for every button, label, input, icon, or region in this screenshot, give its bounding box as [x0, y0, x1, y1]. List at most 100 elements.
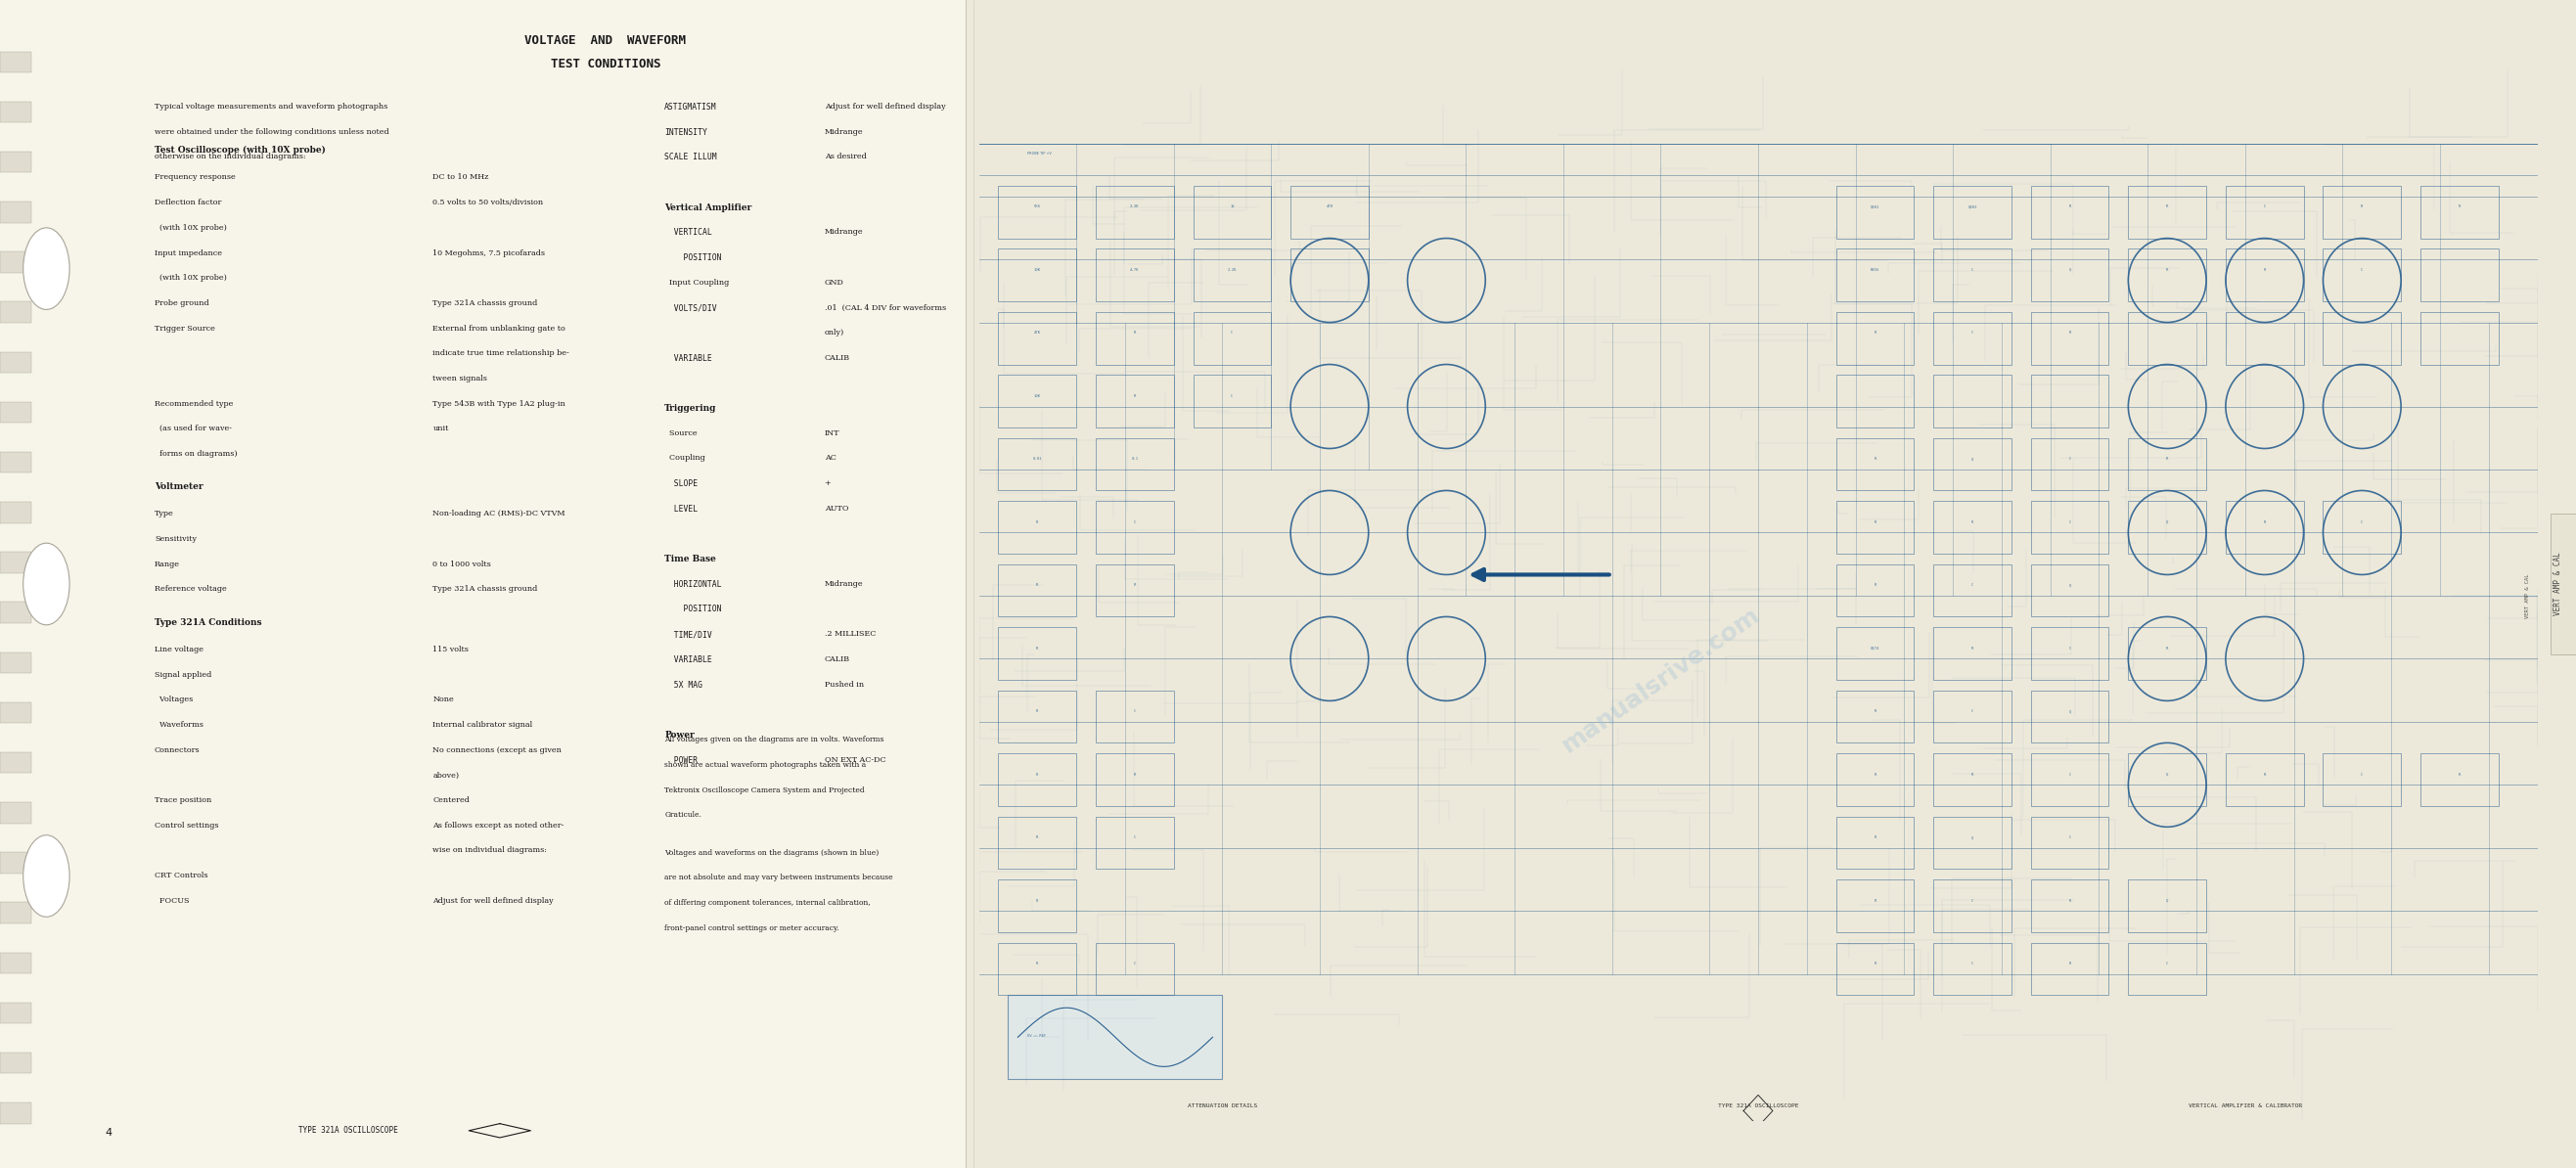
- Text: (as used for wave-: (as used for wave-: [155, 425, 232, 432]
- Text: of differing component tolerances, internal calibration,: of differing component tolerances, inter…: [665, 899, 871, 906]
- Bar: [0, 51, 31, 72]
- Text: tween signals: tween signals: [433, 375, 487, 382]
- Text: POWER: POWER: [665, 756, 698, 765]
- Bar: [2226, 753, 2303, 806]
- Bar: [1837, 880, 1914, 932]
- Text: Midrange: Midrange: [824, 127, 863, 135]
- Bar: [1095, 249, 1175, 301]
- Text: 10 Megohms, 7.5 picofarads: 10 Megohms, 7.5 picofarads: [433, 249, 546, 257]
- Bar: [2421, 249, 2499, 301]
- Bar: [2324, 753, 2401, 806]
- Bar: [2128, 943, 2205, 995]
- Bar: [0, 952, 31, 973]
- Bar: [2128, 249, 2205, 301]
- Bar: [1935, 880, 2012, 932]
- Bar: [1095, 753, 1175, 806]
- Text: Type: Type: [155, 510, 175, 517]
- Text: VOLTAGE  AND  WAVEFORM: VOLTAGE AND WAVEFORM: [526, 35, 685, 47]
- Text: TYPE 321A OSCILLOSCOPE: TYPE 321A OSCILLOSCOPE: [299, 1126, 397, 1135]
- Text: Connectors: Connectors: [155, 746, 201, 755]
- Text: VERTICAL: VERTICAL: [665, 228, 714, 237]
- Bar: [2128, 312, 2205, 364]
- Text: TIME/DIV: TIME/DIV: [665, 630, 714, 639]
- Text: 47K: 47K: [1033, 331, 1041, 335]
- Text: (with 10X probe): (with 10X probe): [155, 274, 227, 281]
- Text: DC to 10 MHz: DC to 10 MHz: [433, 174, 489, 181]
- Text: 2.2K: 2.2K: [1229, 267, 1236, 272]
- Bar: [0, 652, 31, 673]
- Bar: [1095, 943, 1175, 995]
- Bar: [1935, 438, 2012, 491]
- Text: VOLTS/DIV: VOLTS/DIV: [665, 304, 716, 313]
- Text: Graticule.: Graticule.: [665, 812, 701, 819]
- Text: 115 volts: 115 volts: [433, 646, 469, 654]
- Bar: [2128, 627, 2205, 680]
- Bar: [1935, 186, 2012, 238]
- Text: Midrange: Midrange: [824, 228, 863, 236]
- Bar: [0, 853, 31, 874]
- Text: Non-loading AC (RMS)-DC VTVM: Non-loading AC (RMS)-DC VTVM: [433, 510, 564, 517]
- Bar: [1935, 249, 2012, 301]
- Text: were obtained under the following conditions unless noted: were obtained under the following condit…: [155, 127, 389, 135]
- Bar: [0, 602, 31, 623]
- Bar: [1193, 186, 1270, 238]
- Bar: [0, 452, 31, 473]
- Bar: [1095, 438, 1175, 491]
- Text: Power: Power: [665, 730, 696, 739]
- Text: Control settings: Control settings: [155, 821, 219, 829]
- Text: 0.5 volts to 50 volts/division: 0.5 volts to 50 volts/division: [433, 199, 544, 207]
- Bar: [1935, 501, 2012, 554]
- Bar: [999, 943, 1077, 995]
- Bar: [2226, 249, 2303, 301]
- Text: Adjust for well defined display: Adjust for well defined display: [824, 103, 945, 111]
- Bar: [2128, 880, 2205, 932]
- Text: Internal calibrator signal: Internal calibrator signal: [433, 721, 533, 729]
- Text: Voltmeter: Voltmeter: [155, 482, 204, 492]
- Bar: [0, 1052, 31, 1073]
- Bar: [1193, 375, 1270, 427]
- Bar: [2030, 943, 2110, 995]
- Bar: [1193, 312, 1270, 364]
- Text: 10K: 10K: [1033, 394, 1041, 398]
- Ellipse shape: [23, 543, 70, 625]
- Text: PROBE TIP +V: PROBE TIP +V: [1028, 151, 1051, 155]
- Text: GND: GND: [824, 278, 845, 286]
- Ellipse shape: [23, 835, 70, 917]
- Bar: [2226, 186, 2303, 238]
- Text: SLOPE: SLOPE: [665, 479, 698, 488]
- Text: 0.01: 0.01: [1033, 457, 1041, 461]
- Text: Voltages and waveforms on the diagrams (shown in blue): Voltages and waveforms on the diagrams (…: [665, 849, 878, 856]
- Bar: [0, 152, 31, 173]
- Text: VARIABLE: VARIABLE: [665, 655, 714, 665]
- Text: Triggering: Triggering: [665, 404, 716, 413]
- Bar: [0, 752, 31, 773]
- Text: 1K: 1K: [1229, 204, 1234, 209]
- Bar: [1935, 564, 2012, 617]
- Text: Reference voltage: Reference voltage: [155, 585, 227, 593]
- Bar: [1095, 690, 1175, 743]
- Bar: [1837, 501, 1914, 554]
- Text: FOCUS: FOCUS: [155, 897, 188, 905]
- Text: +: +: [824, 479, 832, 487]
- Text: VERTICAL AMPLIFIER & CALIBRATOR: VERTICAL AMPLIFIER & CALIBRATOR: [2187, 1103, 2303, 1108]
- Bar: [2030, 816, 2110, 869]
- Text: 0 to 1000 volts: 0 to 1000 volts: [433, 561, 492, 568]
- Text: 10K: 10K: [1033, 267, 1041, 272]
- Bar: [999, 312, 1077, 364]
- Text: ATTENUATION DETAILS: ATTENUATION DETAILS: [1188, 1103, 1257, 1108]
- Bar: [1837, 690, 1914, 743]
- Text: HORIZONTAL: HORIZONTAL: [665, 579, 721, 589]
- Bar: [0, 802, 31, 823]
- Bar: [0, 102, 31, 123]
- Bar: [2030, 312, 2110, 364]
- Bar: [999, 816, 1077, 869]
- Text: front-panel control settings or meter accuracy.: front-panel control settings or meter ac…: [665, 924, 840, 932]
- Bar: [999, 438, 1077, 491]
- Bar: [0, 402, 31, 423]
- Text: External from unblanking gate to: External from unblanking gate to: [433, 325, 567, 332]
- Text: As follows except as noted other-: As follows except as noted other-: [433, 821, 564, 829]
- Bar: [1837, 249, 1914, 301]
- Text: AC: AC: [824, 454, 837, 463]
- Text: Q403: Q403: [1968, 204, 1976, 209]
- Text: R456: R456: [1870, 267, 1880, 272]
